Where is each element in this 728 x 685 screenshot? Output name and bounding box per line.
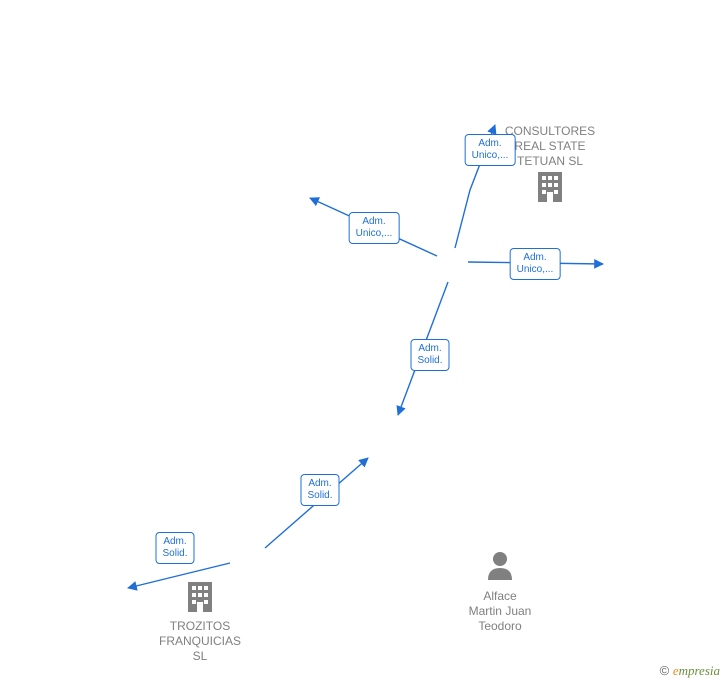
node-label: ALFACE AND PORTALO... <box>720 464 728 509</box>
copyright: © empresia <box>660 663 720 679</box>
node-label: Alface Martin Juan Teodoro <box>440 589 560 634</box>
edge-label-e1[interactable]: Adm. Unico,... <box>465 134 516 166</box>
brand-rest: mpresia <box>679 663 720 678</box>
diagram-edges <box>0 0 728 685</box>
edge-label-e5[interactable]: Adm. Solid. <box>300 474 339 506</box>
edge-label-e4[interactable]: Adm. Solid. <box>410 339 449 371</box>
building-icon <box>185 580 215 616</box>
edge-label-e6[interactable]: Adm. Solid. <box>155 532 194 564</box>
edge-label-e2[interactable]: Adm. Unico,... <box>349 212 400 244</box>
person-icon <box>486 550 514 584</box>
edge-label-e3[interactable]: Adm. Unico,... <box>510 248 561 280</box>
node-label: TROZITOS FRANQUICIAS SL <box>140 619 260 664</box>
copyright-symbol: © <box>660 663 670 678</box>
building-icon <box>535 170 565 206</box>
